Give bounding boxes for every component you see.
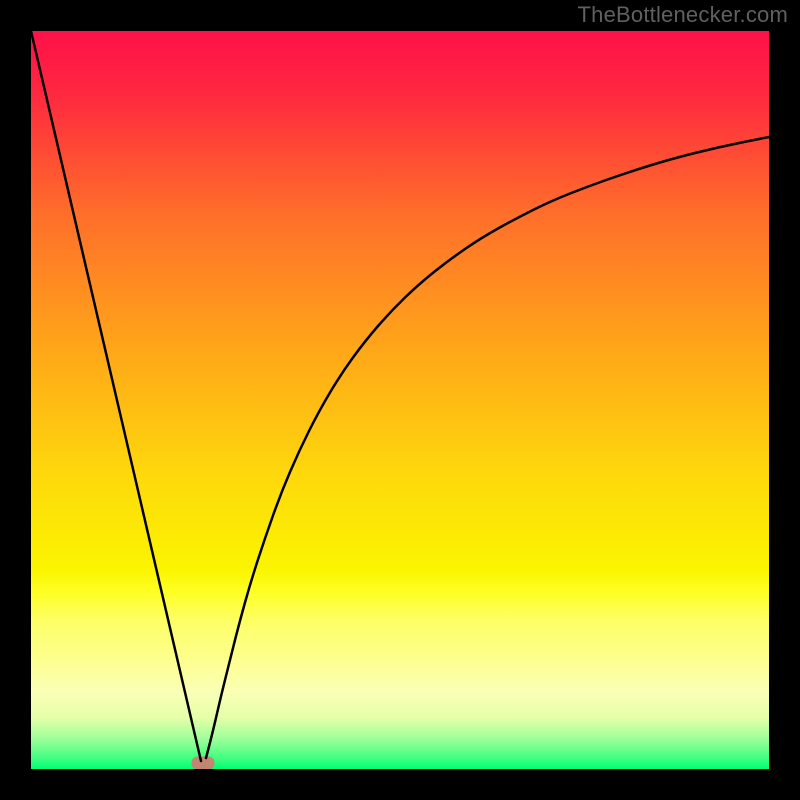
gradient-background <box>31 31 769 769</box>
min-marker <box>192 757 215 770</box>
chart-container: TheBottlenecker.com <box>0 0 800 800</box>
watermark-text: TheBottlenecker.com <box>578 2 788 28</box>
chart-svg <box>31 31 769 769</box>
plot-area <box>31 31 769 769</box>
